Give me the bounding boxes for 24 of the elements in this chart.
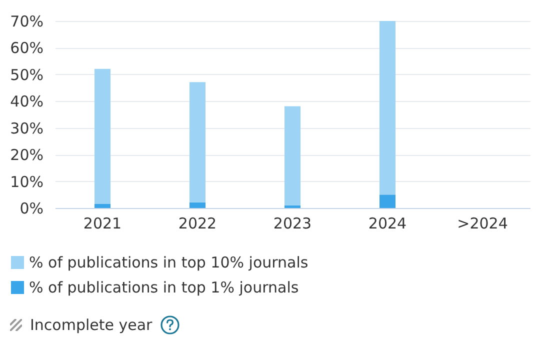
y-tick-label: 0% <box>20 200 44 218</box>
y-tick-label: 50% <box>10 66 44 84</box>
bar <box>94 204 110 208</box>
x-tick-label: 2022 <box>178 214 217 232</box>
legend-label: % of publications in top 10% journals <box>29 254 308 272</box>
y-tick-label: 10% <box>10 172 44 191</box>
y-tick-label: 20% <box>10 146 44 164</box>
bar <box>284 205 300 208</box>
y-tick-label: 40% <box>10 92 44 111</box>
bar <box>94 68 110 204</box>
bar <box>284 106 300 206</box>
y-tick-label: 60% <box>10 39 44 58</box>
bar <box>190 202 206 208</box>
bar <box>190 82 206 202</box>
bar <box>380 21 396 195</box>
x-tick-label: 2024 <box>368 214 407 232</box>
x-tick-label: 2023 <box>273 214 312 232</box>
x-tick-label: >2024 <box>457 214 508 232</box>
bar <box>380 194 396 208</box>
y-tick-label: 70% <box>10 12 44 30</box>
legend-label: % of publications in top 1% journals <box>29 278 299 296</box>
y-tick-label: 30% <box>10 119 44 138</box>
text: Incomplete year <box>30 316 152 334</box>
x-tick-label: 2021 <box>83 214 122 232</box>
